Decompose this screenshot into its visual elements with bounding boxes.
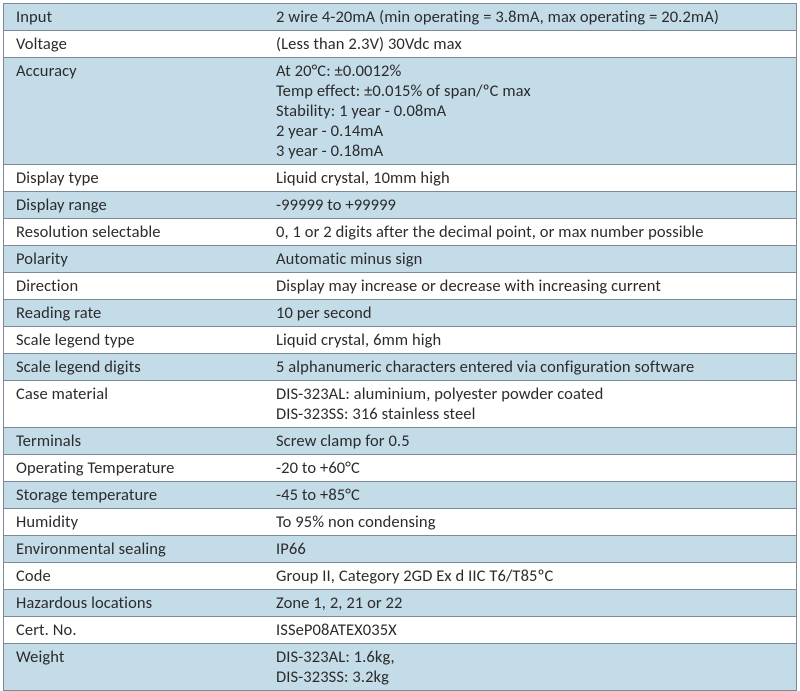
spec-label: Humidity (4, 509, 272, 535)
spec-value: Liquid crystal, 6mm high (272, 327, 796, 353)
spec-label: Hazardous locations (4, 590, 272, 616)
spec-label: Direction (4, 273, 272, 299)
spec-value: DIS-323AL: aluminium, polyester powder c… (272, 381, 796, 427)
table-row: Storage temperature-45 to +85°C (4, 482, 796, 509)
spec-label: Operating Temperature (4, 455, 272, 481)
spec-label: Weight (4, 644, 272, 690)
table-row: Operating Temperature-20 to +60°C (4, 455, 796, 482)
spec-value: Automatic minus sign (272, 246, 796, 272)
spec-label: Accuracy (4, 58, 272, 164)
spec-value: Screw clamp for 0.5 (272, 428, 796, 454)
table-row: Display typeLiquid crystal, 10mm high (4, 165, 796, 192)
spec-label: Environmental sealing (4, 536, 272, 562)
table-row: Reading rate10 per second (4, 300, 796, 327)
table-row: Voltage(Less than 2.3V) 30Vdc max (4, 31, 796, 58)
table-row: DirectionDisplay may increase or decreas… (4, 273, 796, 300)
spec-value: ISSeP08ATEX035X (272, 617, 796, 643)
table-row: Case materialDIS-323AL: aluminium, polye… (4, 381, 796, 428)
spec-label: Resolution selectable (4, 219, 272, 245)
table-row: AccuracyAt 20°C: ±0.0012% Temp effect: ±… (4, 58, 796, 165)
spec-label: Display type (4, 165, 272, 191)
table-row: PolarityAutomatic minus sign (4, 246, 796, 273)
spec-value: -99999 to +99999 (272, 192, 796, 218)
spec-value: 5 alphanumeric characters entered via co… (272, 354, 796, 380)
spec-value: To 95% non condensing (272, 509, 796, 535)
spec-label: Reading rate (4, 300, 272, 326)
spec-value: 10 per second (272, 300, 796, 326)
spec-value: -45 to +85°C (272, 482, 796, 508)
spec-label: Storage temperature (4, 482, 272, 508)
table-row: Environmental sealingIP66 (4, 536, 796, 563)
table-row: CodeGroup II, Category 2GD Ex d IIC T6/T… (4, 563, 796, 590)
table-row: Resolution selectable0, 1 or 2 digits af… (4, 219, 796, 246)
spec-value: Group II, Category 2GD Ex d IIC T6/T85ºC (272, 563, 796, 589)
spec-value: At 20°C: ±0.0012% Temp effect: ±0.015% o… (272, 58, 796, 164)
table-row: Display range-99999 to +99999 (4, 192, 796, 219)
table-row: Cert. No.ISSeP08ATEX035X (4, 617, 796, 644)
spec-table: Input2 wire 4-20mA (min operating = 3.8m… (3, 3, 797, 691)
table-row: WeightDIS-323AL: 1.6kg, DIS-323SS: 3.2kg (4, 644, 796, 690)
spec-label: Scale legend digits (4, 354, 272, 380)
spec-value: DIS-323AL: 1.6kg, DIS-323SS: 3.2kg (272, 644, 796, 690)
spec-value: 2 wire 4-20mA (min operating = 3.8mA, ma… (272, 4, 796, 30)
table-row: HumidityTo 95% non condensing (4, 509, 796, 536)
table-row: Hazardous locationsZone 1, 2, 21 or 22 (4, 590, 796, 617)
spec-value: IP66 (272, 536, 796, 562)
spec-value: 0, 1 or 2 digits after the decimal point… (272, 219, 796, 245)
table-row: Input2 wire 4-20mA (min operating = 3.8m… (4, 4, 796, 31)
spec-label: Code (4, 563, 272, 589)
spec-value: (Less than 2.3V) 30Vdc max (272, 31, 796, 57)
table-row: Scale legend digits5 alphanumeric charac… (4, 354, 796, 381)
spec-label: Cert. No. (4, 617, 272, 643)
spec-label: Case material (4, 381, 272, 427)
spec-label: Terminals (4, 428, 272, 454)
spec-value: -20 to +60°C (272, 455, 796, 481)
table-row: Scale legend typeLiquid crystal, 6mm hig… (4, 327, 796, 354)
spec-value: Zone 1, 2, 21 or 22 (272, 590, 796, 616)
spec-label: Scale legend type (4, 327, 272, 353)
spec-label: Input (4, 4, 272, 30)
spec-label: Polarity (4, 246, 272, 272)
spec-value: Liquid crystal, 10mm high (272, 165, 796, 191)
spec-label: Display range (4, 192, 272, 218)
table-row: TerminalsScrew clamp for 0.5 (4, 428, 796, 455)
spec-value: Display may increase or decrease with in… (272, 273, 796, 299)
spec-label: Voltage (4, 31, 272, 57)
